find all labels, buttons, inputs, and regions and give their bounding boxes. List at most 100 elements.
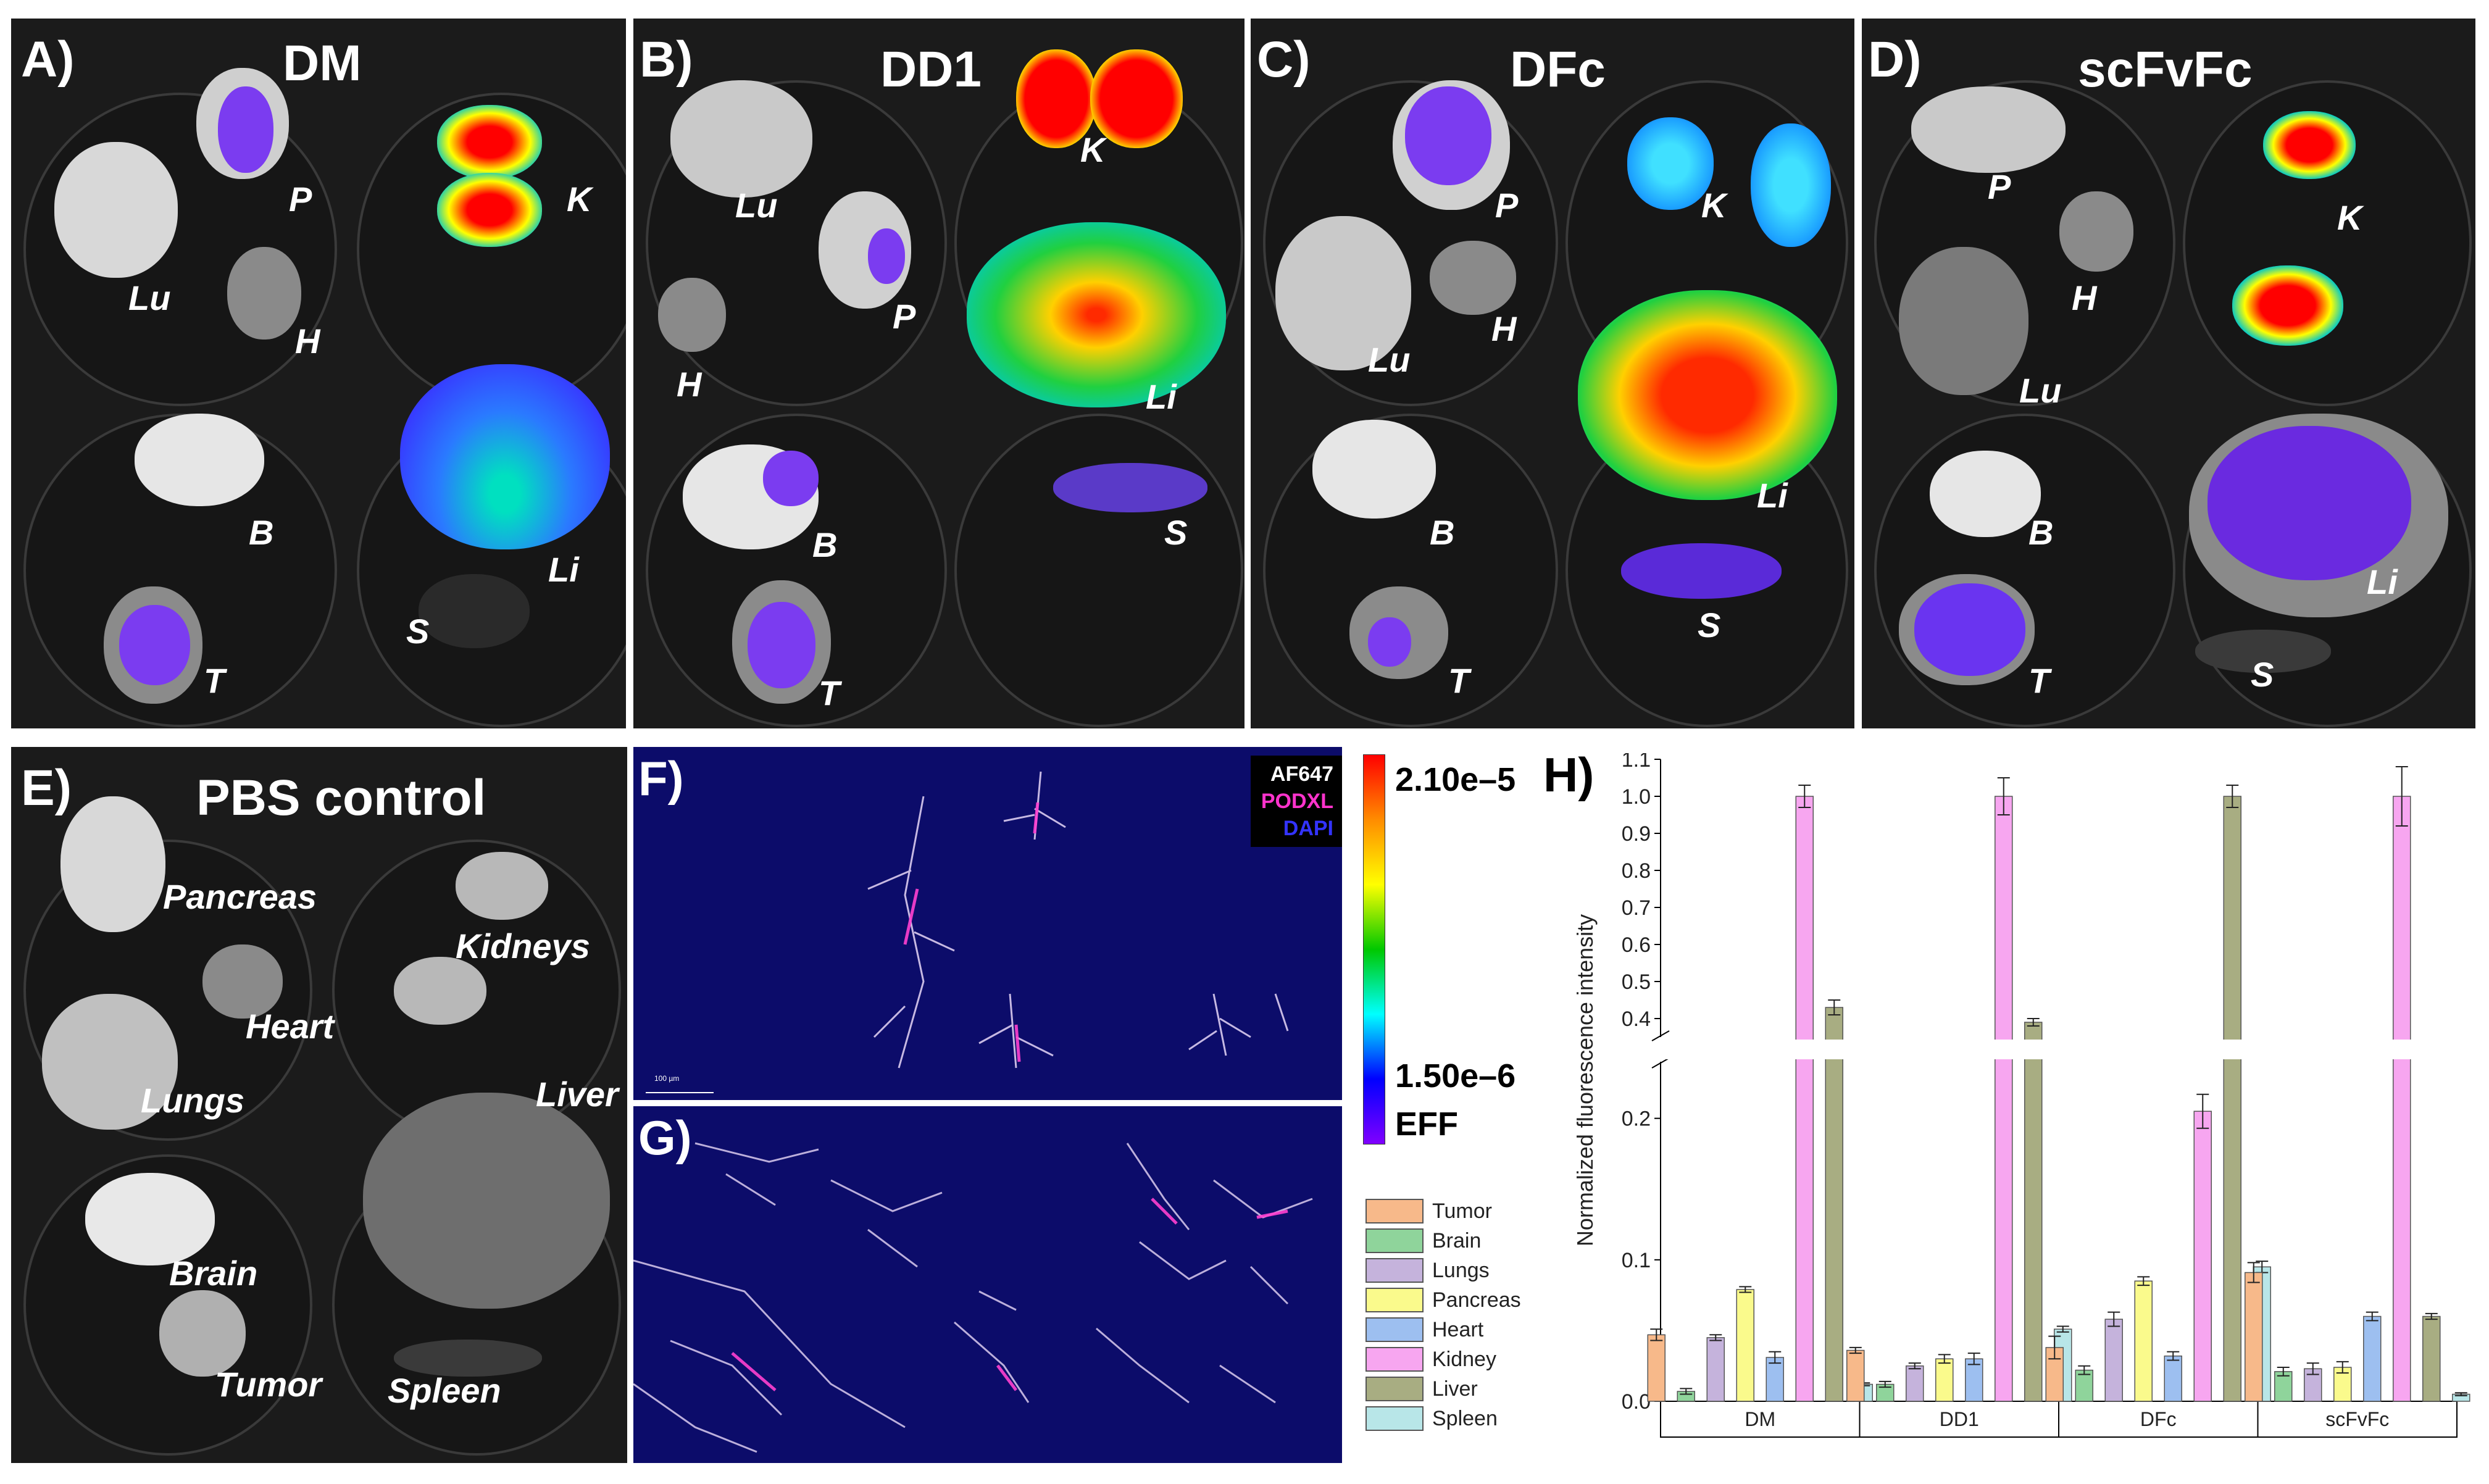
panel-c: C) DFc P K Lu H B Li S T: [1251, 19, 1854, 728]
organ-brain-a: [135, 414, 264, 506]
organ-pancreas-e: [60, 796, 165, 932]
organ-label: P: [289, 180, 312, 219]
y-tick-label: 0.2: [1622, 1107, 1651, 1131]
legend-label: Spleen: [1432, 1406, 1498, 1430]
organ-label: H: [1491, 309, 1517, 348]
bar-brain: [2075, 1369, 2093, 1402]
legend-swatch: [1365, 1228, 1424, 1253]
organ-tumor-e: [159, 1290, 246, 1377]
chart-legend: Tumor Brain Lungs Pancreas Heart Kidney Liver S…: [1365, 1198, 1545, 1444]
organ-label: H: [677, 365, 702, 404]
stain-af647: AF647: [1270, 762, 1333, 786]
legend-swatch: [1365, 1347, 1424, 1372]
legend-label: Lungs: [1432, 1258, 1490, 1282]
organ-label: B: [2028, 513, 2054, 552]
bar-lungs: [1906, 1365, 1924, 1402]
bar-lungs: [1706, 1337, 1725, 1402]
legend-swatch: [1365, 1288, 1424, 1312]
organ-lung-c: [1275, 216, 1411, 370]
y-tick-label: 0.7: [1622, 896, 1651, 920]
y-tick-label: 1.0: [1622, 785, 1651, 809]
legend-item-heart: Heart: [1365, 1316, 1483, 1343]
legend-item-lungs: Lungs: [1365, 1257, 1490, 1284]
organ-heart-d: [2059, 191, 2133, 272]
organ-label: T: [819, 673, 840, 712]
organ-label: T: [1448, 661, 1470, 700]
y-tick-label: 0.5: [1622, 970, 1651, 994]
panel-title-b: DD1: [880, 41, 982, 98]
legend-item-liver: Liver: [1365, 1375, 1478, 1403]
organ-label: Liver: [536, 1075, 619, 1114]
panel-label-d: D): [1868, 31, 1922, 88]
y-axis-label: Normalized fluorescence intensity: [1572, 914, 1598, 1246]
organ-lung-b: [670, 80, 812, 198]
legend-label: Kidney: [1432, 1347, 1496, 1371]
organ-label: B: [1430, 513, 1455, 552]
organ-label: Heart: [246, 1007, 335, 1046]
bar-liver: [2422, 1315, 2441, 1402]
legend-label: Heart: [1432, 1317, 1484, 1341]
bar-liver: [2024, 1022, 2043, 1402]
bar-kidney: [1795, 796, 1814, 1402]
colorbar-min: 1.50e–6: [1395, 1057, 1516, 1094]
panel-title-a: DM: [283, 35, 362, 91]
organ-brain-e: [85, 1173, 215, 1265]
panel-label-a: A): [21, 31, 75, 88]
organ-label: B: [812, 525, 838, 564]
panel-label-b: B): [640, 31, 693, 88]
organ-lung-d: [1899, 247, 2028, 395]
legend-item-spleen: Spleen: [1365, 1405, 1498, 1432]
panel-title-c: DFc: [1510, 41, 1606, 98]
legend-swatch: [1365, 1199, 1424, 1223]
y-tick-label: 1.1: [1622, 753, 1651, 772]
bar-heart: [2164, 1355, 2182, 1402]
organ-spleen-b: [1053, 463, 1207, 512]
organ-brain-d: [1930, 451, 2041, 537]
legend-label: Pancreas: [1432, 1288, 1521, 1312]
organ-kidney-c: [1627, 117, 1714, 210]
panel-e: E) PBS control Pancreas Kidneys Heart Lu…: [11, 747, 627, 1463]
organ-label: P: [1988, 167, 2011, 206]
bar-tumor: [2245, 1272, 2263, 1402]
panel-title-e: PBS control: [196, 770, 486, 826]
organ-label: T: [204, 661, 225, 700]
organ-label: Li: [2367, 562, 2398, 601]
organ-label: B: [249, 513, 274, 552]
colorbar-unit: EFF: [1395, 1106, 1458, 1143]
organ-label: P: [1495, 186, 1519, 225]
organ-label: S: [1164, 513, 1188, 552]
organ-heart-b: [658, 278, 726, 352]
x-tick-label: DD1: [1940, 1408, 1979, 1430]
panel-label-c: C): [1257, 31, 1311, 88]
organ-liver-e: [363, 1093, 610, 1309]
bar-pancreas: [2134, 1280, 2153, 1402]
axis-break-mark: [1651, 1057, 1670, 1069]
scale-bar-label: 100 µm: [654, 1074, 680, 1083]
legend-swatch: [1365, 1317, 1424, 1342]
organ-label: Tumor: [215, 1365, 322, 1404]
panel-b: B) DD1 Lu K P H Li B S T: [633, 19, 1244, 728]
legend-item-kidney: Kidney: [1365, 1346, 1496, 1373]
organ-label: Li: [1146, 377, 1177, 416]
organ-label: Li: [1757, 476, 1788, 515]
organ-heart-e: [202, 944, 283, 1019]
panel-a: A) DM P K Lu H B Li T S: [11, 19, 626, 728]
x-tick-label: DM: [1745, 1408, 1775, 1430]
legend-label: Tumor: [1432, 1199, 1492, 1223]
organ-label: K: [1080, 130, 1106, 169]
organ-label: S: [2251, 655, 2274, 694]
organ-kidney-e: [456, 852, 548, 920]
bar-tumor: [1846, 1349, 1865, 1402]
organ-label: Lu: [2019, 371, 2062, 410]
organ-kidney-b: [1016, 49, 1096, 148]
axis-break-mark: [1651, 1030, 1670, 1041]
organ-liver-c: [1578, 290, 1837, 500]
micrograph-g-texture: [633, 1106, 1342, 1463]
y-tick-label: 0.1: [1622, 1249, 1651, 1272]
legend-swatch: [1365, 1377, 1424, 1401]
panel-title-d: scFvFc: [2078, 41, 2253, 98]
organ-liver-a: [400, 364, 610, 549]
legend-item-brain: Brain: [1365, 1227, 1481, 1254]
bar-kidney: [1995, 796, 2013, 1402]
stain-legend: AF647 PODXL DAPI: [1251, 756, 1342, 847]
